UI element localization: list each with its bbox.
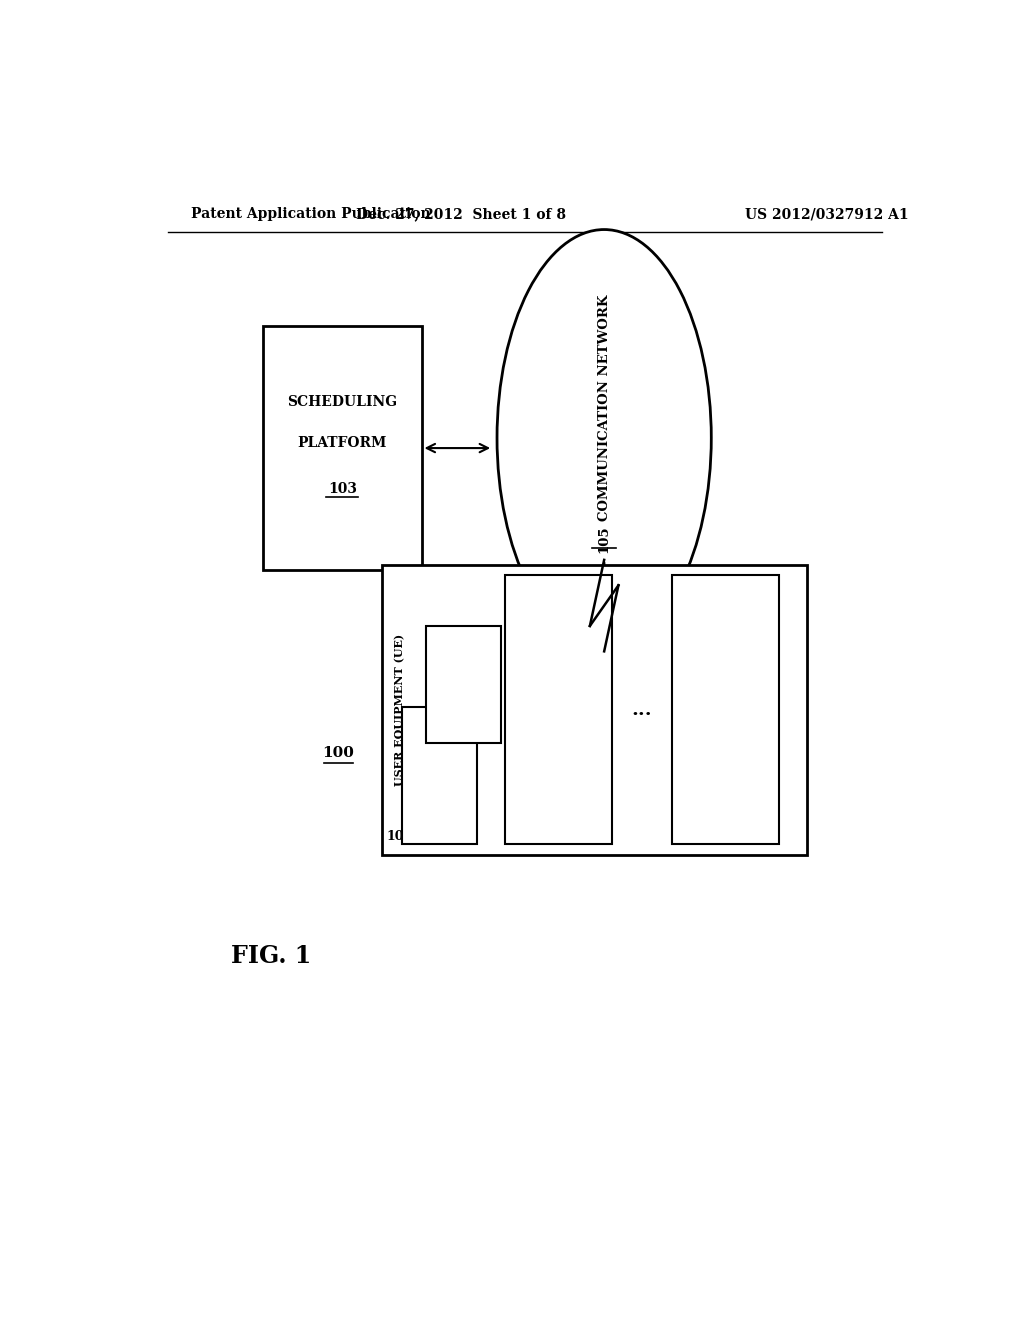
- Text: 101: 101: [386, 830, 413, 843]
- Bar: [382, 565, 807, 854]
- Text: APPLICATION n: APPLICATION n: [719, 631, 732, 738]
- Text: FIG. 1: FIG. 1: [231, 944, 311, 969]
- Bar: [426, 626, 501, 743]
- Text: 111n: 111n: [719, 750, 732, 783]
- Text: Dec. 27, 2012  Sheet 1 of 8: Dec. 27, 2012 Sheet 1 of 8: [356, 207, 566, 222]
- Text: 107a: 107a: [424, 788, 456, 801]
- Text: SCHEDULING: SCHEDULING: [287, 395, 397, 409]
- Text: 105: 105: [598, 525, 610, 553]
- Text: ...: ...: [632, 701, 652, 719]
- Text: 107n: 107n: [446, 696, 479, 709]
- Text: SIM a: SIM a: [420, 747, 459, 760]
- Bar: [672, 576, 779, 845]
- Text: US 2012/0327912 A1: US 2012/0327912 A1: [744, 207, 908, 222]
- Bar: [505, 576, 612, 845]
- Text: USER EQUIPMENT (UE): USER EQUIPMENT (UE): [394, 634, 404, 785]
- Text: 100: 100: [323, 746, 354, 760]
- Text: PLATFORM: PLATFORM: [298, 436, 387, 450]
- Text: SIM n: SIM n: [443, 660, 483, 673]
- Ellipse shape: [497, 230, 712, 647]
- Bar: [401, 708, 477, 845]
- Text: ⋯: ⋯: [443, 722, 460, 738]
- Text: 103: 103: [328, 482, 356, 496]
- Text: APPLICATION a: APPLICATION a: [552, 632, 565, 737]
- Text: Patent Application Publication: Patent Application Publication: [191, 207, 431, 222]
- Text: COMMUNICATION NETWORK: COMMUNICATION NETWORK: [598, 294, 610, 520]
- Bar: [263, 326, 422, 570]
- Text: 111a: 111a: [552, 750, 565, 781]
